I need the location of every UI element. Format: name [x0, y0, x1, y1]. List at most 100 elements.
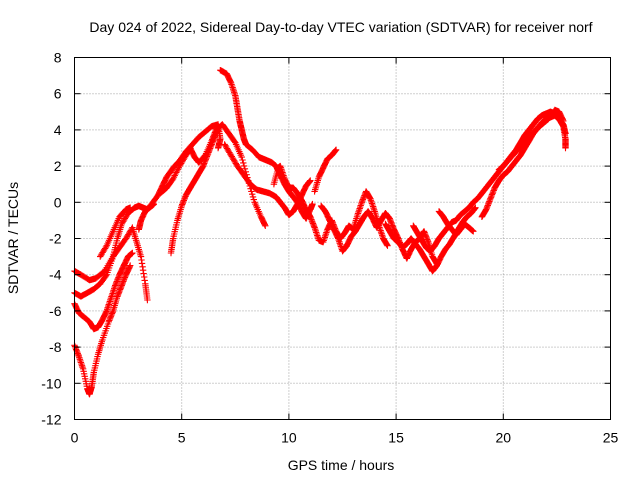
- data-point: [313, 229, 320, 236]
- y-tick-label: 6: [54, 86, 62, 102]
- x-tick-label: 5: [178, 430, 186, 446]
- data-point: [484, 203, 491, 210]
- data-point: [560, 117, 567, 125]
- data-point: [238, 153, 245, 161]
- y-tick-label: 0: [54, 194, 62, 210]
- data-point: [389, 222, 396, 229]
- data-point: [208, 137, 215, 144]
- data-point: [199, 162, 207, 170]
- x-axis-label: GPS time / hours: [288, 457, 395, 473]
- data-point: [102, 272, 110, 279]
- y-tick-label: -2: [49, 231, 62, 247]
- data-point: [181, 194, 189, 201]
- data-point: [472, 204, 479, 211]
- data-point: [210, 133, 217, 140]
- data-point: [487, 195, 494, 202]
- data-point: [489, 188, 497, 196]
- data-point: [77, 359, 85, 366]
- series-arc-e: [97, 204, 134, 260]
- data-point: [119, 279, 126, 286]
- series-arc-o: [410, 108, 569, 255]
- y-tick-label: -8: [49, 339, 62, 355]
- data-point: [309, 200, 316, 208]
- y-tick-label: 4: [54, 122, 62, 138]
- data-point: [138, 260, 146, 267]
- series-arc-j: [221, 141, 314, 219]
- data-point: [384, 242, 391, 249]
- x-tick-label: 0: [71, 430, 79, 446]
- data-point: [357, 202, 364, 209]
- data-point: [307, 213, 314, 220]
- y-tick-label: 8: [54, 50, 62, 66]
- series-arc-k: [270, 162, 391, 249]
- series-arc-h: [157, 121, 269, 229]
- series-arc-l: [311, 146, 340, 195]
- data-point: [79, 364, 86, 371]
- data-point: [485, 199, 492, 206]
- series-arc-r: [495, 106, 567, 173]
- data-point: [107, 313, 115, 320]
- data-point: [239, 156, 246, 164]
- data-point: [74, 350, 81, 357]
- chart-title: Day 024 of 2022, Sidereal Day-to-day VTE…: [89, 19, 592, 35]
- series-arc-c: [71, 249, 136, 333]
- data-point: [320, 237, 327, 244]
- data-point: [108, 310, 116, 317]
- x-tick-label: 20: [496, 430, 512, 446]
- data-point: [562, 144, 569, 152]
- data-point: [140, 270, 147, 277]
- data-point: [307, 177, 314, 184]
- data-point: [421, 230, 429, 238]
- y-tick-label: -4: [49, 267, 62, 283]
- series-arc-d: [71, 262, 134, 398]
- data-marks: [71, 67, 569, 398]
- data-point: [114, 291, 122, 299]
- data-point: [332, 146, 340, 153]
- data-point: [360, 193, 368, 201]
- axis-ticks: 0 5 10 15 20 25 -12 -10 -8 -6 -4 -2 0 2 4 6 8: [41, 50, 618, 446]
- data-point: [308, 217, 316, 225]
- data-point: [378, 230, 385, 237]
- data-point: [106, 317, 113, 324]
- data-point: [309, 220, 317, 227]
- data-point: [211, 129, 219, 136]
- data-point: [179, 201, 186, 208]
- data-point: [229, 84, 236, 91]
- data-point: [355, 207, 363, 214]
- y-tick-label: 2: [54, 158, 62, 174]
- x-tick-label: 10: [281, 430, 297, 446]
- data-point: [116, 287, 123, 295]
- data-point: [250, 196, 257, 203]
- data-point: [248, 188, 255, 195]
- data-point: [249, 193, 257, 201]
- data-point: [241, 165, 249, 172]
- data-point: [121, 275, 128, 282]
- data-point: [249, 191, 256, 198]
- series-arc-g: [167, 126, 222, 257]
- y-tick-label: -10: [41, 375, 61, 391]
- data-point: [76, 354, 83, 361]
- series-arc-m: [317, 202, 440, 267]
- data-point: [240, 162, 248, 170]
- data-point: [113, 278, 120, 285]
- data-point: [141, 277, 148, 284]
- x-tick-label: 25: [603, 430, 619, 446]
- data-point: [129, 249, 136, 257]
- data-point: [144, 296, 151, 304]
- data-point: [214, 144, 222, 152]
- data-point: [332, 147, 339, 154]
- data-point: [117, 283, 125, 291]
- data-point: [562, 130, 569, 137]
- data-point: [231, 89, 238, 96]
- data-point: [114, 275, 122, 282]
- data-point: [104, 304, 111, 311]
- y-axis-label: SDTVAR / TECUs: [5, 182, 21, 294]
- data-point: [240, 159, 247, 167]
- series-arc-q: [435, 208, 477, 239]
- series-arc-a: [71, 224, 151, 304]
- data-point: [488, 191, 496, 198]
- data-point: [278, 167, 286, 175]
- data-point: [470, 228, 477, 235]
- data-point: [482, 206, 490, 213]
